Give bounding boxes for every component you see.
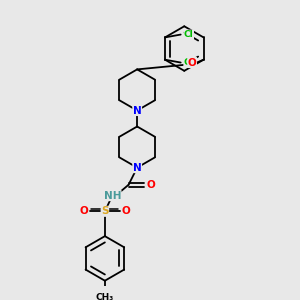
Text: O: O [122, 206, 130, 216]
Text: O: O [80, 206, 88, 216]
Text: S: S [101, 206, 109, 216]
Text: N: N [133, 106, 142, 116]
Text: O: O [188, 58, 197, 68]
Text: O: O [146, 180, 155, 190]
Text: NH: NH [103, 190, 121, 201]
Text: Cl: Cl [184, 58, 194, 67]
Text: N: N [133, 163, 142, 172]
Text: Cl: Cl [184, 30, 194, 39]
Text: CH₃: CH₃ [96, 293, 114, 300]
